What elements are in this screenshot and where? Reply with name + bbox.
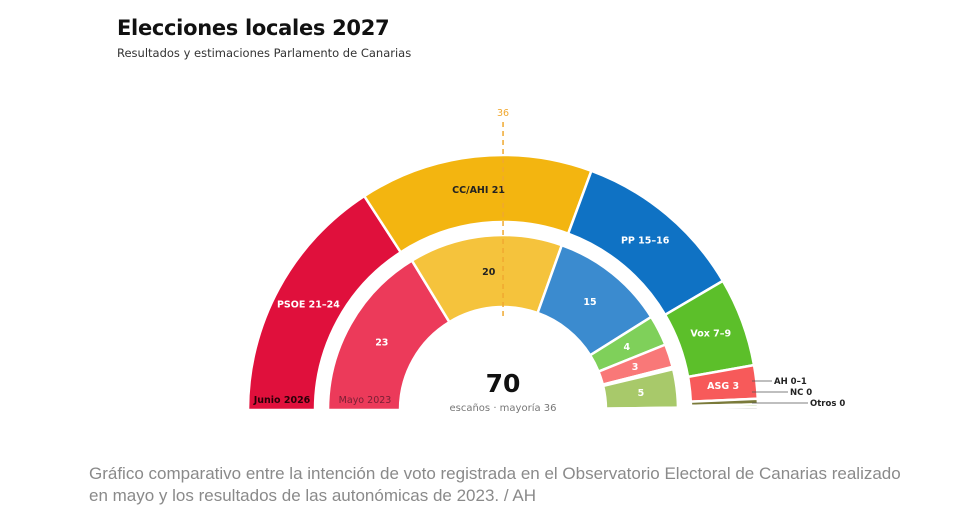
- inner-label-cc-ahi: 20: [482, 267, 496, 278]
- center-seat-total: 70: [486, 369, 521, 398]
- outer-ring-name: Junio 2026: [253, 395, 311, 406]
- outer-label-psoe: PSOE 21–24: [277, 300, 340, 311]
- chart-subtitle: Resultados y estimaciones Parlamento de …: [117, 46, 412, 60]
- inner-ring-name: Mayo 2023: [339, 395, 392, 406]
- outer-segment-otros: [689, 405, 760, 412]
- outer-label-cc-ahi: CC/AHI 21: [452, 185, 505, 196]
- inner-label-psoe: 23: [375, 337, 388, 348]
- center-seat-caption: escaños · mayoría 36: [449, 402, 556, 414]
- side-label-1: NC 0: [790, 388, 812, 398]
- side-label-2: Otros 0: [810, 399, 845, 409]
- chart-title: Elecciones locales 2027: [117, 16, 390, 40]
- inner-ring-mayo-2023: 23 20 15 43 5 Mayo 2023: [326, 233, 680, 412]
- parliament-chart: PSOE 21–24 CC/AHI 21 PP 15–16 Vox 7–9 ASG 3 J…: [246, 108, 845, 414]
- side-label-0: AH 0–1: [774, 377, 807, 387]
- majority-marker: 36: [497, 108, 509, 320]
- outer-label-asg: ASG 3: [707, 381, 739, 392]
- outer-label-pp: PP 15–16: [621, 235, 670, 246]
- outer-label-vox: Vox 7–9: [690, 329, 731, 340]
- inner-segment-otros: [604, 406, 680, 412]
- outer-ring-junio-2026: PSOE 21–24 CC/AHI 21 PP 15–16 Vox 7–9 ASG 3 J…: [246, 153, 760, 412]
- inner-label-vox: 4: [624, 342, 631, 353]
- inner-label-pp: 15: [583, 297, 596, 308]
- inner-label-asg: 3: [632, 362, 639, 373]
- majority-label: 36: [497, 108, 509, 119]
- figure-caption: Gráfico comparativo entre la intención d…: [89, 464, 901, 505]
- inner-label-nc: 5: [638, 388, 645, 399]
